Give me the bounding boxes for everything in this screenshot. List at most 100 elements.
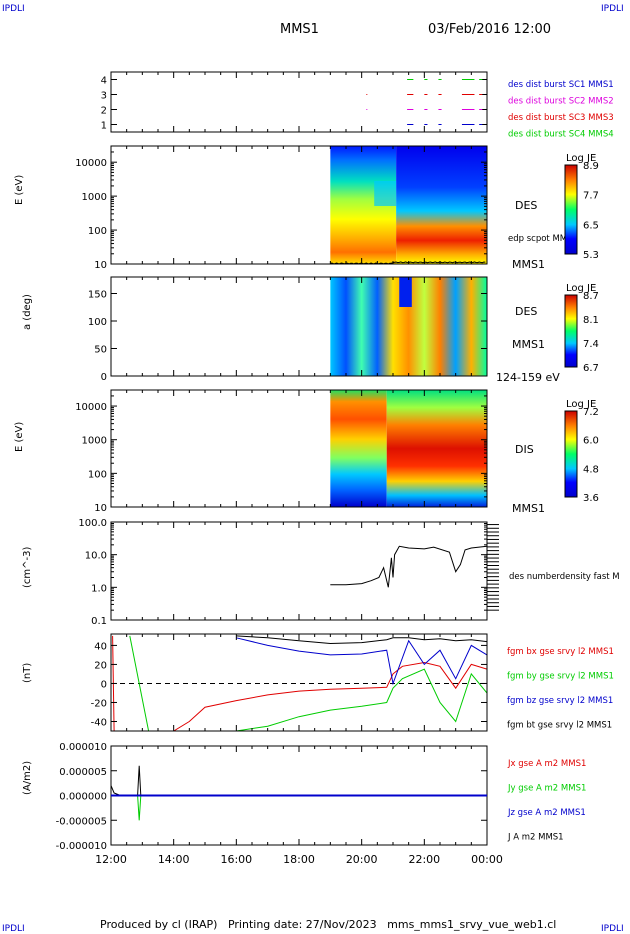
legend-entry: des dist burst SC3 MMS3 <box>508 113 614 123</box>
y-tick-label: 1000 <box>82 436 107 447</box>
y-tick-label: 0.000010 <box>59 742 107 753</box>
y-tick-label: 0 <box>101 372 107 383</box>
legend-entry: des dist burst SC1 MMS1 <box>508 80 614 90</box>
time-axis-label: 12:00 <box>95 853 127 866</box>
y-tick-label: 10 <box>94 503 107 514</box>
dis-energy-ylabel: E (eV) <box>14 422 25 452</box>
corner-mark-bottom-left: IPDLI <box>2 924 25 934</box>
y-tick-label: 0.000000 <box>59 792 107 803</box>
time-axis-label: 18:00 <box>283 853 315 866</box>
legend-entry: des dist burst SC4 MMS4 <box>508 130 614 140</box>
colorbar-tick-label: 8.1 <box>583 315 599 326</box>
colorbar-title: Log JE <box>566 153 596 164</box>
y-tick-label: 0.1 <box>91 616 107 627</box>
current-density-series-line <box>137 795 142 821</box>
colorbar-tick-label: 6.5 <box>583 220 599 231</box>
magnetic-field-series-line <box>236 635 487 645</box>
corner-mark-top-right: IPDLI <box>601 4 624 14</box>
panel-label: MMS1 <box>512 258 545 271</box>
magnetic-field-series-line <box>236 637 487 686</box>
panel-label: 124-159 eV <box>496 371 560 384</box>
colorbar-title: Log JE <box>566 283 596 294</box>
des-energy-colorbar <box>564 164 578 255</box>
legend-entry: Jz gse A m2 MMS1 <box>507 808 586 818</box>
y-tick-label: 10000 <box>75 402 107 413</box>
legend-entry: fgm bz gse srvy l2 MMS1 <box>507 696 613 706</box>
density-series-line <box>330 545 488 588</box>
dis-energy-spectrogram-b <box>386 390 487 507</box>
y-tick-label: 100 <box>88 317 107 328</box>
y-tick-label: -20 <box>91 698 107 709</box>
y-tick-label: 40 <box>94 641 107 652</box>
y-tick-label: 3 <box>101 91 107 102</box>
y-tick-label: -0.000005 <box>56 816 107 827</box>
time-axis-label: 00:00 <box>471 853 503 866</box>
datetime-title: 03/Feb/2016 12:00 <box>428 22 551 37</box>
magnetic-field-series-line <box>112 635 487 731</box>
panel-label: DIS <box>515 443 534 456</box>
des-pitch-ylabel: a (deg) <box>22 294 33 330</box>
corner-mark-top-left: IPDLI <box>2 4 25 14</box>
current-density-ylabel: (A/m2) <box>22 761 33 795</box>
des-pitch-spectrogram-patch <box>399 277 412 307</box>
magnetic-field-ylabel: (nT) <box>22 663 33 683</box>
mission-title: MMS1 <box>280 22 319 37</box>
y-tick-label: 4 <box>101 76 107 87</box>
des-energy-spectrogram-b <box>396 146 487 264</box>
y-tick-label: 10000 <box>75 158 107 169</box>
panel-label: MMS1 <box>512 502 545 515</box>
current-density-series-line <box>110 765 487 796</box>
colorbar-title: Log JE <box>566 399 596 410</box>
colorbar-tick-label: 3.6 <box>583 493 599 504</box>
colorbar-tick-label: 7.2 <box>583 407 599 418</box>
y-tick-label: 1.0 <box>91 583 107 594</box>
y-tick-label: 20 <box>94 660 107 671</box>
legend-entry: J A m2 MMS1 <box>507 833 564 843</box>
colorbar-tick-label: 7.7 <box>583 191 599 202</box>
legend-entry: Jy gse A m2 MMS1 <box>507 784 586 794</box>
time-axis-label: 16:00 <box>220 853 252 866</box>
time-axis-label: 22:00 <box>408 853 440 866</box>
colorbar-tick-label: 6.7 <box>583 363 599 374</box>
time-axis-label: 14:00 <box>158 853 190 866</box>
density-ylabel: (cm^-3) <box>22 547 33 588</box>
y-tick-label: -0.000010 <box>56 841 107 852</box>
y-tick-label: 10 <box>94 260 107 271</box>
legend-entry: fgm bx gse srvy l2 MMS1 <box>507 647 614 657</box>
colorbar-tick-label: 8.7 <box>583 291 599 302</box>
footer-text: Produced by cl (IRAP) Printing date: 27/… <box>100 918 557 931</box>
panel-label: MMS1 <box>512 338 545 351</box>
y-tick-label: 100.0 <box>78 518 107 529</box>
dis-energy-colorbar <box>564 410 578 498</box>
y-tick-label: 100 <box>88 226 107 237</box>
panel-label: DES <box>515 305 537 318</box>
legend-entry: fgm by gse srvy l2 MMS1 <box>507 672 614 682</box>
density-panel-frame <box>110 521 488 621</box>
y-tick-label: 1000 <box>82 192 107 203</box>
dis-energy-spectrogram-a <box>330 390 387 507</box>
colorbar-tick-label: 6.0 <box>583 436 599 447</box>
y-tick-label: 1 <box>101 121 107 132</box>
legend-entry: Jx gse A m2 MMS1 <box>507 759 586 769</box>
colorbar-tick-label: 8.9 <box>583 161 599 172</box>
time-axis-label: 20:00 <box>346 853 378 866</box>
colorbar-tick-label: 4.8 <box>583 464 599 475</box>
magnetic-field-series-line <box>129 635 487 731</box>
legend-entry: fgm bt gse srvy l2 MMS1 <box>507 721 612 731</box>
legend-entry: des numberdensity fast M <box>509 572 620 582</box>
colorbar-tick-label: 5.3 <box>583 250 599 261</box>
corner-mark-bottom-right: IPDLI <box>601 924 624 934</box>
colorbar-tick-label: 7.4 <box>583 339 599 350</box>
panel-label: edp scpot MMS1 <box>508 234 578 244</box>
des-energy-ylabel: E (eV) <box>14 175 25 205</box>
y-tick-label: 10.0 <box>85 551 107 562</box>
des-pitch-colorbar <box>564 294 578 368</box>
y-tick-label: 2 <box>101 106 107 117</box>
y-tick-label: 0.000005 <box>59 767 107 778</box>
scpot-overlay-line <box>330 261 486 265</box>
y-tick-label: 150 <box>88 290 107 301</box>
legend-entry: des dist burst SC2 MMS2 <box>508 97 614 107</box>
y-tick-label: 0 <box>101 679 107 690</box>
magnetic-field-lines <box>111 635 487 731</box>
y-tick-label: 100 <box>88 469 107 480</box>
